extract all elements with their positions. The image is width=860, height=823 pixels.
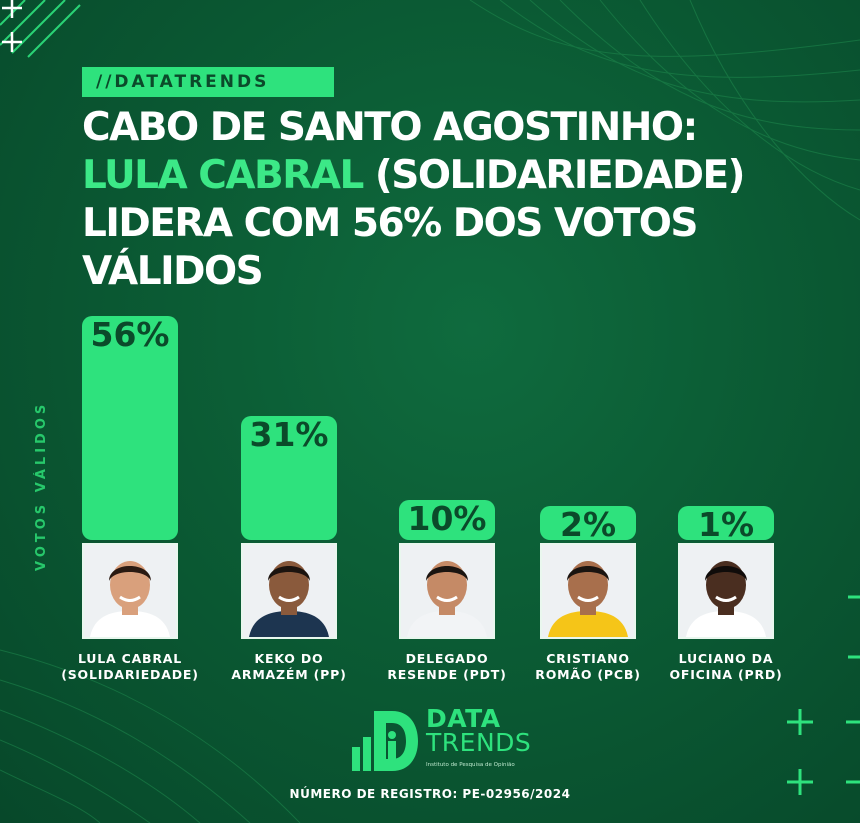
candidate-name-line-1: KEKO DO: [254, 651, 324, 666]
candidate-name-line-2: (SOLIDARIEDADE): [61, 667, 199, 682]
headline-line-1: CABO DE SANTO AGOSTINHO:: [82, 105, 698, 150]
logo-word-data: DATA: [426, 704, 501, 733]
candidate-name-line-2: RESENDE (PDT): [387, 667, 507, 682]
bar-3: [399, 500, 495, 540]
bar-5: [678, 506, 774, 540]
candidate-name-line-1: LUCIANO DA: [678, 651, 774, 666]
candidate-name-5: LUCIANO DA OFICINA (PRD): [656, 651, 796, 683]
candidate-photo-4: [540, 543, 636, 639]
candidate-photo-5: [678, 543, 774, 639]
bar-value-label-1: 56%: [91, 315, 170, 354]
logo-tagline: Instituto de Pesquisa de Opinião: [426, 762, 515, 768]
candidate-photo-3: [399, 543, 495, 639]
headline-highlight: LULA CABRAL: [82, 153, 364, 198]
bar-value-label-4: 2%: [560, 505, 616, 544]
headline-line-2: LULA CABRAL (SOLIDARIEDADE): [82, 152, 802, 200]
registration-number: NÚMERO DE REGISTRO: PE-02956/2024: [289, 787, 571, 801]
candidate-name-line-1: LULA CABRAL: [77, 651, 183, 666]
candidate-name-line-1: DELEGADO: [405, 651, 489, 666]
candidate-name-line-2: OFICINA (PRD): [669, 667, 783, 682]
candidate-name-3: DELEGADO RESENDE (PDT): [377, 651, 517, 683]
candidate-name-1: LULA CABRAL (SOLIDARIEDADE): [60, 651, 200, 683]
candidate-name-line-1: CRISTIANO: [546, 651, 630, 666]
headline-line-2-rest: (SOLIDARIEDADE): [362, 153, 746, 198]
bar-1: [82, 316, 178, 540]
headline-line-3: LIDERA COM 56% DOS VOTOS: [82, 201, 698, 246]
bar-value-label-3: 10%: [408, 499, 487, 538]
candidate-photo-2: [241, 543, 337, 639]
bar-value-label-2: 31%: [250, 415, 329, 454]
bar-4: [540, 506, 636, 540]
candidate-name-line-2: ROMÃO (PCB): [535, 667, 641, 682]
logo-icon: [352, 711, 418, 771]
candidate-photo-1: [82, 543, 178, 639]
bar-2: [241, 416, 337, 540]
candidate-name-4: CRISTIANO ROMÃO (PCB): [518, 651, 658, 683]
candidate-name-line-2: ARMAZÉM (PP): [231, 667, 347, 682]
brand-tag: //DATATRENDS: [82, 67, 334, 97]
headline-line-4: VÁLIDOS: [82, 249, 264, 294]
candidate-name-2: KEKO DO ARMAZÉM (PP): [219, 651, 359, 683]
bar-value-label-5: 1%: [698, 505, 754, 544]
logo-word-trends: TRENDS: [426, 728, 532, 757]
datatrends-logo: DATA TRENDS Instituto de Pesquisa de Opi…: [352, 704, 532, 777]
headline: CABO DE SANTO AGOSTINHO: LULA CABRAL (SO…: [82, 104, 802, 296]
